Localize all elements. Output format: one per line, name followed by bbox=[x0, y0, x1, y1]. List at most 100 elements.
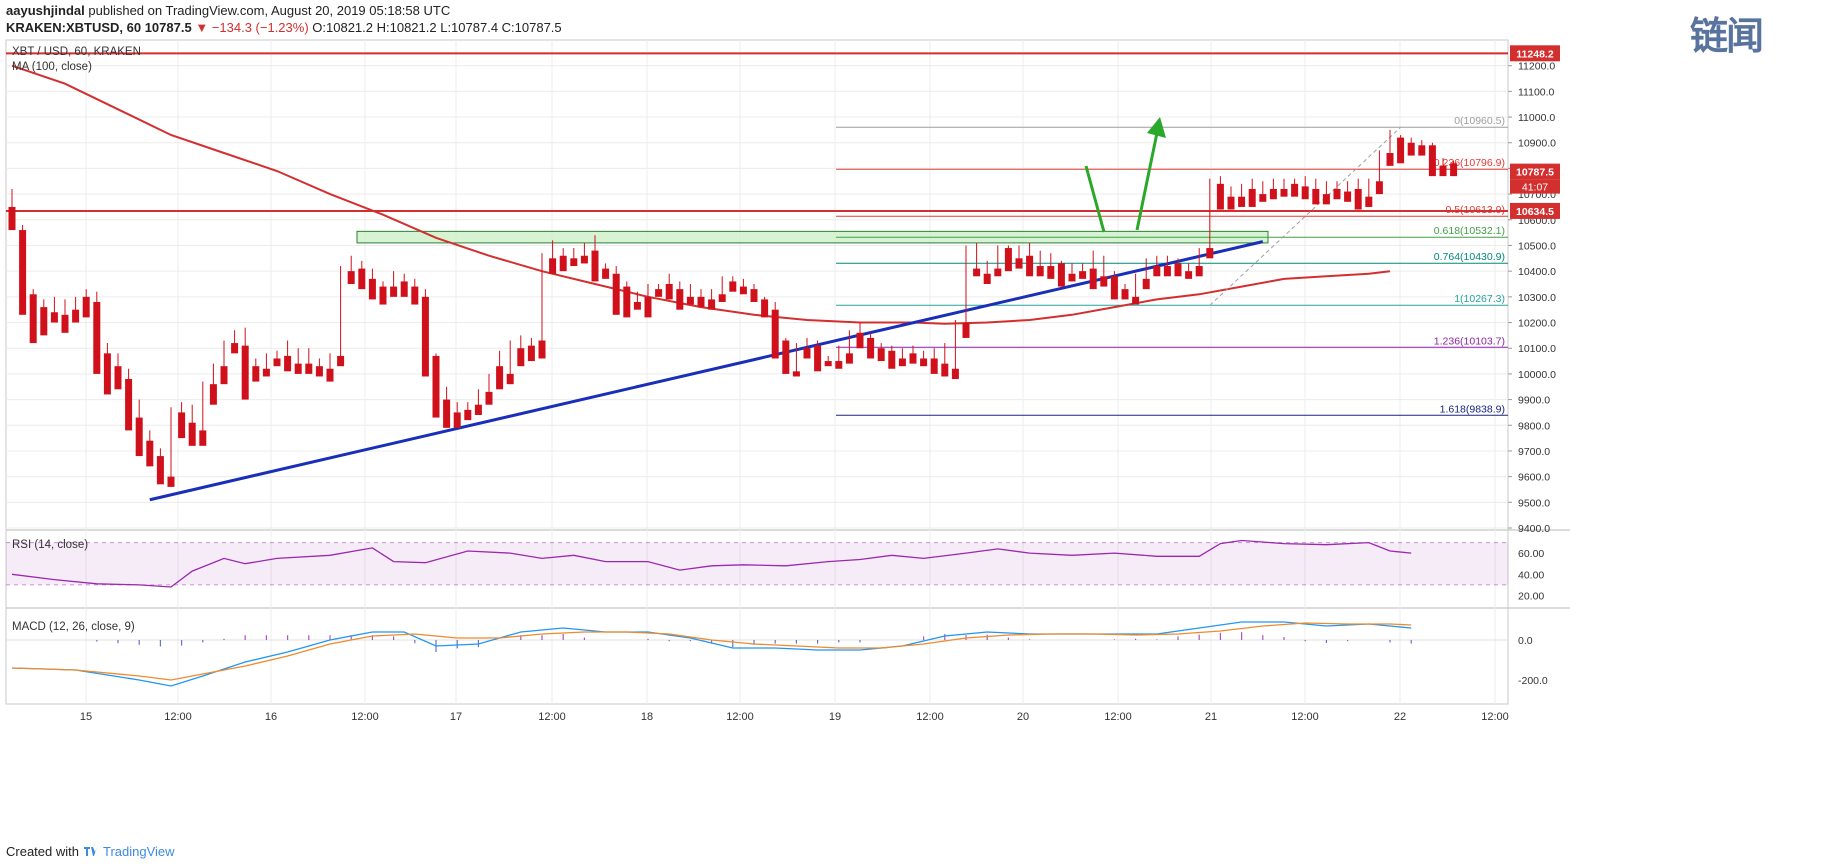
y-tick-label: 11200.0 bbox=[1518, 61, 1555, 73]
candle bbox=[82, 289, 90, 318]
x-tick-label: 21 bbox=[1205, 711, 1217, 723]
candle-body bbox=[464, 409, 472, 421]
candle bbox=[61, 299, 69, 333]
candle-body bbox=[1185, 271, 1193, 279]
candle-body bbox=[898, 358, 906, 367]
rsi-title: RSI (14, close) bbox=[12, 539, 88, 551]
fib-swing-line bbox=[1209, 126, 1401, 306]
chart-title: XBT / USD, 60, KRAKEN bbox=[12, 46, 141, 58]
candle bbox=[1004, 245, 1012, 272]
x-tick-label: 18 bbox=[641, 711, 653, 723]
candle-body bbox=[761, 299, 769, 318]
candle-body bbox=[485, 391, 493, 405]
candle-body bbox=[549, 258, 557, 274]
candle bbox=[845, 330, 853, 364]
candle bbox=[549, 240, 557, 274]
candle bbox=[612, 266, 620, 315]
candle bbox=[623, 281, 631, 318]
chart-header: aayushjindal published on TradingView.co… bbox=[6, 3, 450, 19]
candle bbox=[1142, 258, 1150, 290]
x-tick-label: 12:00 bbox=[538, 711, 566, 723]
candle-body bbox=[1322, 194, 1330, 205]
candle-body bbox=[156, 456, 164, 485]
author-name[interactable]: aayushjindal bbox=[6, 3, 85, 18]
candle bbox=[633, 291, 641, 310]
tradingview-brand[interactable]: TradingView bbox=[102, 844, 175, 859]
y-tick-label: 11000.0 bbox=[1518, 112, 1555, 124]
candle-body bbox=[750, 289, 758, 302]
candle bbox=[930, 348, 938, 374]
candle bbox=[1195, 248, 1203, 277]
candle-body bbox=[241, 345, 249, 400]
candle-body bbox=[1407, 142, 1415, 156]
candle-body bbox=[676, 289, 684, 310]
candle-body bbox=[814, 345, 822, 372]
candle bbox=[951, 319, 959, 380]
tradingview-logo-icon bbox=[83, 847, 97, 856]
candle bbox=[358, 260, 366, 290]
candle bbox=[1354, 178, 1362, 210]
candle-body bbox=[231, 343, 239, 354]
fib-level-label: 0(10960.5) bbox=[1454, 115, 1505, 127]
candle bbox=[559, 248, 567, 272]
candle bbox=[644, 284, 652, 318]
candle bbox=[368, 268, 376, 300]
candle-body bbox=[347, 271, 355, 284]
x-tick-label: 20 bbox=[1017, 711, 1029, 723]
plot-frame bbox=[5, 39, 1509, 705]
candle-body bbox=[496, 366, 504, 390]
candle-body bbox=[1121, 289, 1129, 300]
candle bbox=[1418, 140, 1426, 156]
candle-body bbox=[1354, 188, 1362, 210]
candle-body bbox=[8, 206, 16, 231]
candle-body bbox=[771, 309, 779, 359]
candle-body bbox=[697, 296, 705, 308]
candle bbox=[326, 353, 334, 382]
candle-body bbox=[103, 353, 111, 395]
candle bbox=[1227, 186, 1235, 210]
candle bbox=[114, 353, 122, 390]
candle-body bbox=[1163, 266, 1171, 277]
candle-body bbox=[1089, 268, 1097, 290]
price-label-box bbox=[1510, 202, 1560, 219]
candle-body bbox=[994, 268, 1002, 277]
candle-body bbox=[739, 286, 747, 295]
candle-body bbox=[1418, 145, 1426, 156]
candle bbox=[898, 348, 906, 367]
candle bbox=[909, 345, 917, 364]
candle-body bbox=[559, 255, 567, 272]
candle bbox=[1397, 135, 1405, 164]
candle-body bbox=[686, 296, 694, 305]
candle-body bbox=[1015, 258, 1023, 269]
rsi-tick-label: 60.00 bbox=[1518, 548, 1544, 560]
rsi-tick-label: 20.00 bbox=[1518, 590, 1544, 602]
candle-body bbox=[506, 373, 514, 385]
macd-tick-label: -200.0 bbox=[1518, 675, 1548, 687]
candle-body bbox=[379, 286, 387, 305]
candle bbox=[167, 407, 175, 487]
candle bbox=[1057, 260, 1065, 287]
candle bbox=[792, 343, 800, 377]
y-tick-label: 9700.0 bbox=[1518, 446, 1550, 458]
rsi-tick-label: 40.00 bbox=[1518, 569, 1544, 581]
candle bbox=[1386, 129, 1394, 166]
candle-body bbox=[665, 284, 673, 300]
candle bbox=[1132, 273, 1140, 305]
last-price: 10787.5 bbox=[144, 20, 192, 35]
candle bbox=[1185, 263, 1193, 279]
candle-body bbox=[1227, 196, 1235, 210]
candle bbox=[1439, 158, 1447, 177]
candle bbox=[580, 242, 588, 264]
candle bbox=[665, 273, 673, 300]
candle-body bbox=[527, 345, 535, 362]
candle bbox=[867, 332, 875, 359]
candle bbox=[1333, 181, 1341, 200]
y-tick-label: 9400.0 bbox=[1518, 523, 1550, 535]
y-tick-label: 11100.0 bbox=[1518, 86, 1555, 98]
upside-arrow-head bbox=[1147, 117, 1166, 138]
candle bbox=[1110, 271, 1118, 300]
created-with-text: Created with bbox=[6, 844, 79, 859]
candle bbox=[72, 296, 80, 323]
candle-body bbox=[167, 476, 175, 487]
